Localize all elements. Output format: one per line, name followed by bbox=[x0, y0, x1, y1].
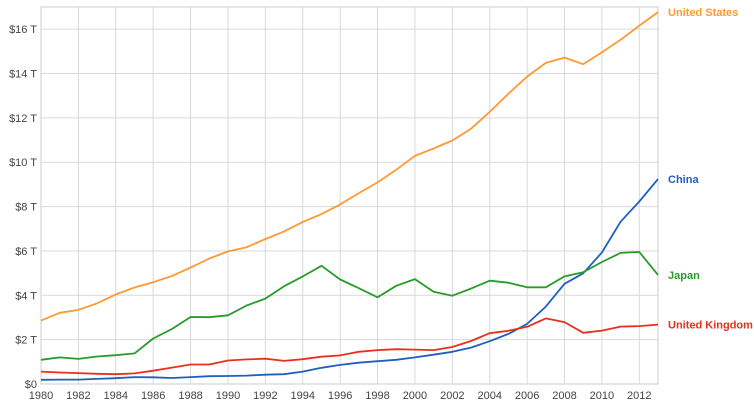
y-tick-label: $4 T bbox=[15, 290, 37, 302]
x-tick-label: 1992 bbox=[253, 390, 277, 402]
x-tick-label: 2012 bbox=[627, 390, 651, 402]
x-tick-label: 2000 bbox=[403, 390, 427, 402]
x-axis-tick-labels: 1980 1982 1984 1986 1988 1990 1992 1994 1996 1998… bbox=[29, 390, 652, 402]
series-label-china: China bbox=[668, 174, 699, 186]
x-tick-label: 1994 bbox=[291, 390, 315, 402]
x-tick-label: 1984 bbox=[104, 390, 128, 402]
x-tick-label: 1980 bbox=[29, 390, 53, 402]
x-tick-label: 2004 bbox=[477, 390, 501, 402]
x-tick-label: 1982 bbox=[66, 390, 90, 402]
gridlines bbox=[41, 7, 658, 384]
x-tick-label: 1986 bbox=[141, 390, 165, 402]
y-tick-label: $2 T bbox=[15, 335, 37, 347]
y-tick-label: $6 T bbox=[15, 246, 37, 258]
y-axis-tick-labels: $0 $2 T $4 T $6 T $8 T $10 T $12 T $14 T $16 T bbox=[9, 24, 37, 391]
series-line-china bbox=[40, 178, 659, 381]
y-tick-label: $10 T bbox=[9, 157, 37, 169]
series-lines bbox=[40, 11, 659, 381]
series-labels: United States China Japan United Kingdom bbox=[668, 7, 753, 331]
x-tick-label: 1988 bbox=[178, 390, 202, 402]
x-tick-label: 1990 bbox=[216, 390, 240, 402]
plot-area bbox=[40, 6, 659, 385]
x-tick-label: 2008 bbox=[552, 390, 576, 402]
series-line-japan bbox=[40, 251, 659, 361]
x-tick-label: 1998 bbox=[365, 390, 389, 402]
y-tick-label: $8 T bbox=[15, 202, 37, 214]
y-tick-label: $0 bbox=[25, 379, 37, 391]
series-label-united-kingdom: United Kingdom bbox=[668, 320, 753, 332]
y-tick-label: $12 T bbox=[9, 113, 37, 125]
y-tick-label: $16 T bbox=[9, 24, 37, 36]
series-line-united-states bbox=[40, 11, 659, 322]
x-tick-label: 2002 bbox=[440, 390, 464, 402]
x-tick-label: 2010 bbox=[590, 390, 614, 402]
series-label-united-states: United States bbox=[668, 7, 738, 19]
x-tick-label: 1996 bbox=[328, 390, 352, 402]
y-tick-label: $14 T bbox=[9, 69, 37, 81]
x-tick-label: 2006 bbox=[515, 390, 539, 402]
series-label-japan: Japan bbox=[668, 270, 700, 282]
series-line-united-kingdom bbox=[40, 317, 659, 376]
